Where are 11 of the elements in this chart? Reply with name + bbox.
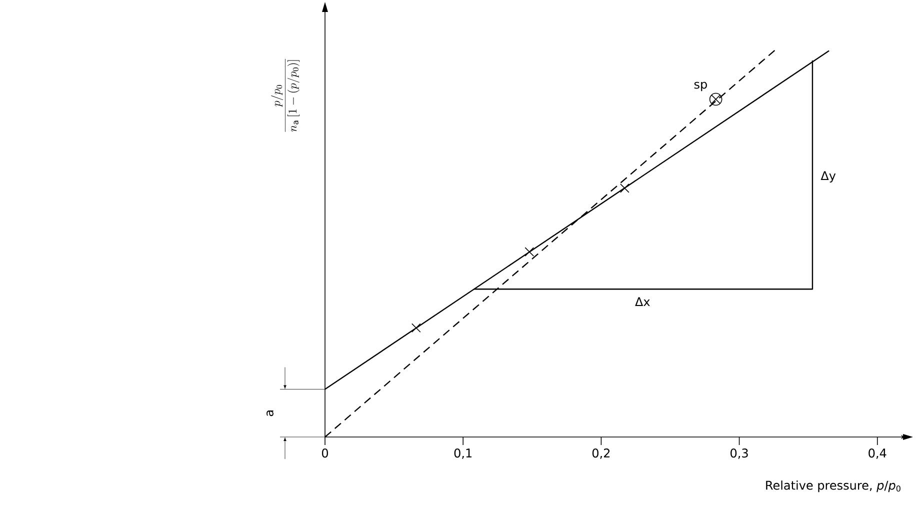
text: a bbox=[266, 410, 274, 416]
annotation: Δx bbox=[635, 297, 650, 306]
annotation: Δy bbox=[820, 171, 836, 183]
y-axis-title: $\frac{p/p_0}{n_{\mathrm{a}}\,[1-(p/p_0)]}$ bbox=[271, 58, 300, 132]
x-tick-label: 0,4 bbox=[868, 448, 886, 459]
x-tick-label: 0,1 bbox=[454, 448, 472, 459]
annotation: sp bbox=[694, 82, 707, 92]
x-tick-label: 0,3 bbox=[730, 448, 748, 459]
x-tick-label: 0,2 bbox=[592, 448, 610, 459]
x-axis-title: Relative pressure, p/p$_{0}$ bbox=[766, 480, 900, 492]
x-tick-label: 0 bbox=[322, 448, 328, 458]
